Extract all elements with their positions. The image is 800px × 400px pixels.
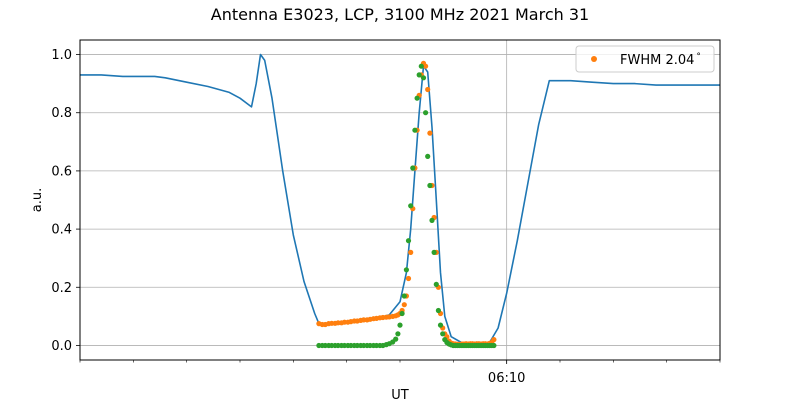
y-tick-label-2: 0.4 — [51, 223, 72, 238]
grid — [80, 40, 720, 360]
point-fit-39 — [425, 153, 431, 159]
point-fit-29 — [403, 267, 409, 273]
point-fit_offset-28 — [401, 302, 407, 308]
legend-marker — [591, 56, 597, 62]
series-measured — [80, 53, 720, 345]
point-fit_offset-39 — [425, 86, 431, 93]
series-fit-offset — [316, 60, 497, 347]
point-fit-27 — [399, 310, 405, 317]
point-fit-70 — [491, 342, 497, 349]
point-fit-26 — [397, 322, 403, 328]
point-fit-35 — [416, 72, 422, 78]
y-axis-label: a.u. — [30, 188, 45, 212]
legend-box — [575, 45, 715, 73]
legend-label: FWHM 2.04 ° — [620, 52, 701, 68]
chart-title: Antenna E3023, LCP, 3100 MHz 2021 March … — [211, 5, 589, 24]
y-tick-label-4: 0.8 — [51, 106, 72, 121]
point-fit_offset-40 — [427, 130, 433, 136]
point-fit-31 — [408, 203, 414, 209]
point-fit-44 — [435, 307, 441, 314]
point-fit-38 — [423, 110, 429, 116]
x-tick-label-0: 06:10 — [488, 371, 525, 386]
line-measured — [80, 53, 720, 345]
point-fit-36 — [418, 63, 424, 69]
y-axis: 0.0 0.2 0.4 0.6 0.8 1.0 — [51, 48, 80, 354]
x-axis: 06:10 — [79, 360, 721, 386]
point-fit-43 — [433, 281, 439, 287]
point-fit-25 — [395, 331, 401, 337]
point-fit-24 — [393, 336, 399, 342]
point-fit_offset-70 — [491, 337, 497, 343]
y-tick-label-1: 0.2 — [51, 281, 72, 296]
x-axis-label: UT — [391, 388, 409, 400]
point-fit-40 — [427, 182, 433, 189]
point-fit-37 — [420, 75, 427, 81]
point-fit-42 — [431, 249, 437, 255]
point-fit_offset-30 — [405, 275, 412, 282]
point-fit-46 — [440, 331, 446, 337]
point-fit-41 — [429, 217, 435, 223]
point-fit-33 — [412, 127, 418, 133]
point-fit_offset-31 — [408, 249, 414, 255]
point-fit-28 — [401, 293, 407, 299]
point-fit_offset-38 — [423, 63, 429, 69]
point-fit-32 — [410, 165, 416, 171]
y-tick-label-3: 0.6 — [51, 164, 72, 179]
point-fit-45 — [437, 322, 444, 328]
y-tick-label-5: 1.0 — [51, 48, 72, 63]
point-fit-34 — [414, 95, 420, 101]
point-fit-30 — [405, 238, 412, 244]
legend: FWHM 2.04 ° — [575, 45, 715, 73]
y-tick-label-0: 0.0 — [51, 339, 72, 354]
series-fit — [316, 63, 497, 349]
